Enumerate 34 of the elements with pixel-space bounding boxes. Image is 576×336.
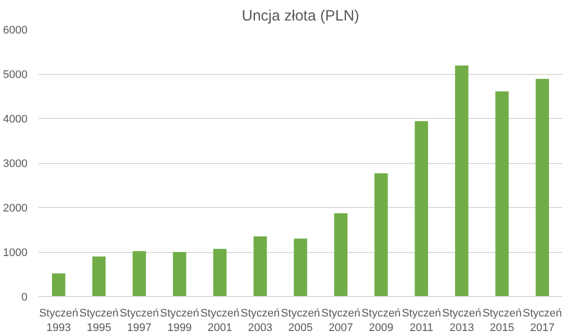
x-tick-label: Styczeń 2007 — [321, 308, 360, 334]
bar — [294, 238, 308, 296]
bar — [132, 251, 146, 296]
x-tick-label: Styczeń 2015 — [482, 308, 522, 334]
x-tick-label: Styczeń 1999 — [160, 308, 200, 334]
x-tick-label: Styczeń 2005 — [280, 308, 320, 334]
bar — [455, 66, 468, 296]
bar — [213, 248, 227, 296]
y-tick-label: 5000 — [3, 69, 28, 81]
bar — [172, 252, 186, 296]
y-tick-label: 4000 — [3, 114, 28, 126]
y-tick-label: 6000 — [3, 24, 28, 36]
bar — [495, 91, 509, 296]
chart-title: Uncja złota (PLN) — [242, 8, 360, 24]
x-tick-label: Styczeń 2011 — [402, 308, 441, 334]
x-tick-label: Styczeń 2017 — [522, 308, 562, 334]
y-tick-label: 1000 — [3, 247, 28, 259]
bar — [254, 236, 267, 296]
bar — [414, 121, 428, 296]
bar — [92, 256, 106, 296]
x-tick-label: Styczeń 1995 — [79, 308, 119, 334]
y-tick-label: 3000 — [3, 158, 28, 170]
x-tick-label: Styczeń 2003 — [240, 308, 280, 334]
x-tick-label: Styczeń 2001 — [200, 308, 240, 334]
bar — [374, 173, 388, 296]
x-tick-label: Styczeń 1993 — [39, 308, 78, 334]
bar — [536, 78, 549, 296]
y-tick-label: 2000 — [3, 202, 28, 214]
x-tick-label: Styczeń 2013 — [442, 308, 482, 334]
x-tick-label: Styczeń 1997 — [120, 308, 159, 334]
bar — [334, 213, 348, 296]
x-tick-label: Styczeń 2009 — [362, 308, 401, 334]
bar — [52, 273, 66, 296]
y-tick-label: 0 — [21, 292, 28, 304]
